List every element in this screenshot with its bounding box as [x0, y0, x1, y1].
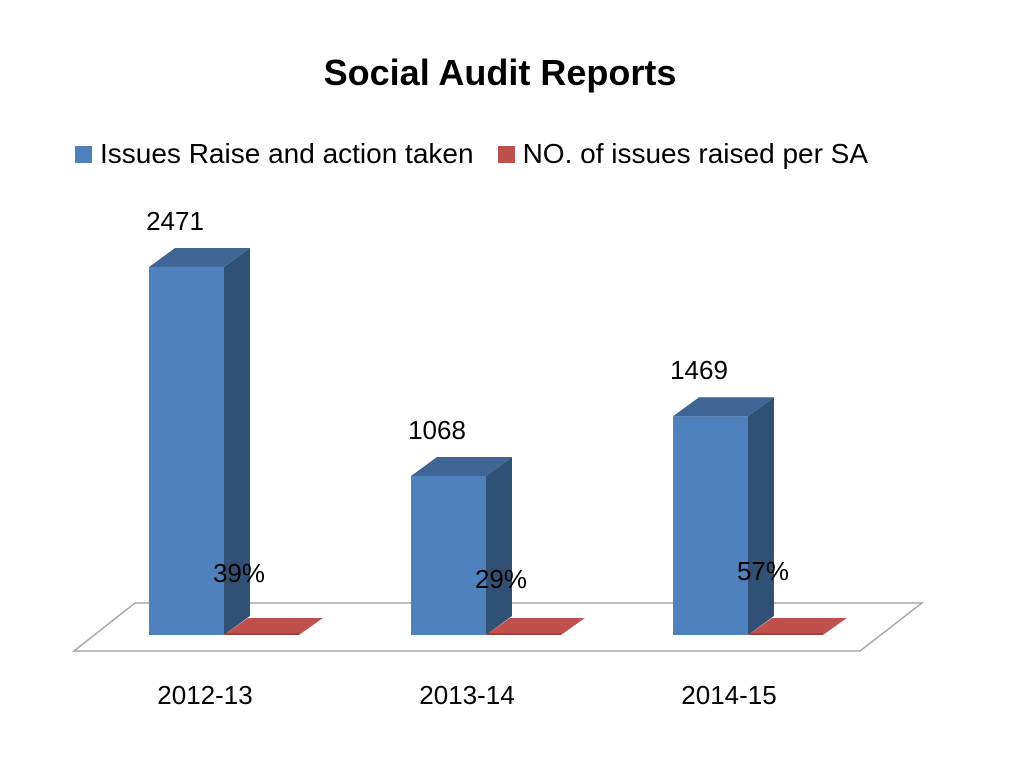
- bar-top-series-1-2014-15: [673, 397, 774, 417]
- bar-top-series-1-2012-13: [149, 248, 250, 267]
- legend-swatch-series-2: [497, 145, 515, 163]
- data-label-series-2-2013-14: 29%: [475, 564, 527, 594]
- x-tick-label-2014-15: 2014-15: [681, 680, 776, 710]
- legend-item-series-1: Issues Raise and action taken: [75, 138, 474, 170]
- legend-label-series-1: Issues Raise and action taken: [100, 138, 474, 169]
- x-tick-label-2012-13: 2012-13: [157, 680, 252, 710]
- bar-side-series-1-2012-13: [224, 248, 250, 635]
- bar-top-series-1-2013-14: [411, 456, 512, 476]
- legend-item-series-2: NO. of issues raised per SA: [497, 138, 869, 170]
- legend: Issues Raise and action taken NO. of iss…: [75, 138, 892, 170]
- bar-side-series-1-2013-14: [486, 456, 512, 635]
- legend-label-series-2: NO. of issues raised per SA: [522, 138, 869, 169]
- bar-series-1-2013-14: [411, 475, 486, 635]
- data-label-series-2-2012-13: 39%: [213, 558, 265, 588]
- x-tick-label-2013-14: 2013-14: [419, 680, 514, 710]
- bar-top-series-2-2013-14: [486, 618, 585, 635]
- bar-series-2-2014-15: [748, 633, 823, 635]
- data-label-series-1-2014-15: 1469: [670, 355, 728, 385]
- chart-title: Social Audit Reports: [323, 52, 677, 93]
- bar-series-1-2014-15: [673, 416, 748, 635]
- bar-side-series-1-2014-15: [748, 397, 774, 635]
- bar-series-1-2012-13: [149, 267, 224, 635]
- data-label-series-1-2013-14: 1068: [408, 415, 466, 445]
- data-label-series-1-2012-13: 2471: [146, 206, 204, 236]
- bar-series-2-2013-14: [486, 633, 561, 635]
- bar-top-series-2-2014-15: [748, 618, 847, 635]
- bar-series-2-2012-13: [224, 633, 299, 635]
- bar-top-series-2-2012-13: [224, 618, 323, 635]
- legend-swatch-series-1: [75, 145, 92, 163]
- data-label-series-2-2014-15: 57%: [737, 556, 789, 586]
